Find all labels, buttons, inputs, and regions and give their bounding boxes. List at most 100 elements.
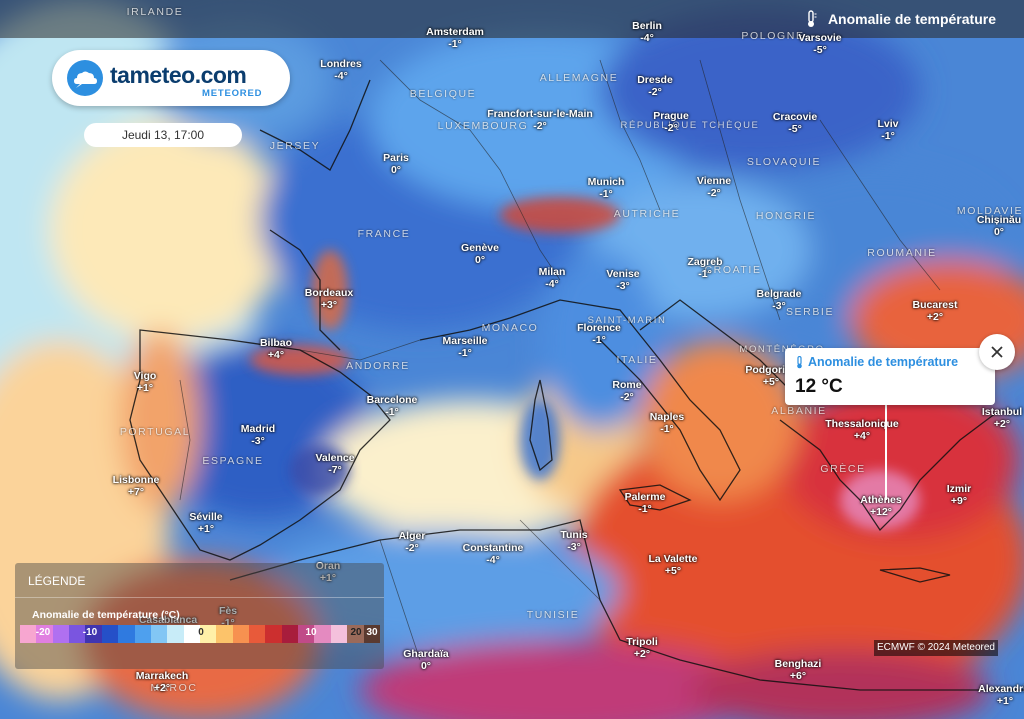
city-value: +3° (320, 299, 338, 311)
country-maroc: MAROC (150, 682, 198, 694)
city-name: Genève (461, 242, 499, 254)
city-value: +12° (869, 506, 892, 518)
city-venise[interactable]: Venise -3° (606, 268, 639, 292)
logo-subtitle: METEORED (202, 88, 263, 99)
legend-panel[interactable]: LÉGENDE Anomalie de température (°C) -20… (15, 563, 384, 669)
city-naples[interactable]: Naples -1° (650, 411, 684, 435)
city-valence[interactable]: Valence -7° (315, 452, 354, 476)
city-value: +2° (633, 648, 651, 660)
city-value: +5° (762, 376, 780, 388)
city-dresde[interactable]: Dresde -2° (637, 74, 673, 98)
legend-color-segment (167, 625, 184, 643)
city-zagreb[interactable]: Zagreb -1° (687, 256, 722, 280)
city-florence[interactable]: Florence -1° (577, 322, 621, 346)
city-thessalonique[interactable]: Thessalonique +4° (825, 418, 899, 442)
city-value: +2° (153, 682, 171, 694)
city-vienne[interactable]: Vienne -2° (697, 175, 731, 199)
city-value: -5° (813, 44, 827, 56)
city-marseille[interactable]: Marseille -1° (443, 335, 488, 359)
city-palerme[interactable]: Palerme -1° (625, 491, 666, 515)
city-benghazi[interactable]: Benghazi +6° (775, 658, 822, 682)
city-casablanca[interactable]: Casablanca (139, 614, 197, 626)
city-athenes[interactable]: Athènes +12° (860, 494, 901, 518)
legend-color-segment (265, 625, 282, 643)
country-portugal: PORTUGAL (119, 426, 191, 438)
city-rome[interactable]: Rome -2° (612, 379, 641, 403)
city-name: Milan (538, 266, 566, 278)
city-oran[interactable]: Oran +1° (316, 560, 341, 584)
legend-color-segment (298, 625, 315, 643)
city-name: Tunis (560, 529, 588, 541)
city-tunis[interactable]: Tunis -3° (560, 529, 587, 553)
city-londres[interactable]: Londres -4° (320, 58, 361, 82)
city-name: Florence (577, 322, 621, 334)
city-value: -1° (881, 130, 895, 142)
city-value: +5° (664, 565, 682, 577)
city-belgrade[interactable]: Belgrade -3° (757, 288, 802, 312)
city-seville[interactable]: Séville +1° (189, 511, 222, 535)
city-chisinau[interactable]: Chișinău 0° (977, 214, 1021, 238)
city-name: Zagreb (687, 256, 723, 268)
legend-color-segment (216, 625, 233, 643)
city-istanbul[interactable]: Istanbul +2° (982, 406, 1022, 430)
city-alexandrie[interactable]: Alexandrie+1° (978, 683, 1024, 707)
city-paris[interactable]: Paris 0° (383, 152, 409, 176)
city-value: 0° (420, 660, 432, 672)
popup-title-text: Anomalie de température (808, 355, 959, 369)
city-value: -7° (328, 464, 342, 476)
city-value: -1° (698, 268, 712, 280)
city-vigo[interactable]: Vigo +1° (134, 370, 157, 394)
legend-color-segment (36, 625, 53, 643)
city-value: -2° (664, 122, 678, 134)
city-name: Venise (606, 268, 640, 280)
country-pologne: POLOGNE (741, 30, 805, 42)
city-bilbao[interactable]: Bilbao +4° (260, 337, 292, 361)
city-tripoli[interactable]: Tripoli +2° (626, 636, 658, 660)
city-value: +2° (993, 418, 1011, 430)
city-cracovie[interactable]: Cracovie -5° (773, 111, 817, 135)
country-allemagne: ALLEMAGNE (539, 72, 619, 84)
city-lisbonne[interactable]: Lisbonne +7° (113, 474, 160, 498)
city-marrakech[interactable]: Marrakech +2° (136, 670, 189, 694)
city-value: +7° (127, 486, 145, 498)
city-amsterdam[interactable]: Amsterdam -1° (426, 26, 484, 50)
city-constantine[interactable]: Constantine -4° (463, 542, 524, 566)
city-la-valette[interactable]: La Valette +5° (648, 553, 697, 577)
city-munich[interactable]: Munich -1° (588, 176, 625, 200)
city-berlin[interactable]: Berlin -4° (632, 20, 662, 44)
city-name: Munich (587, 176, 625, 188)
city-madrid[interactable]: Madrid -3° (241, 423, 275, 447)
city-bordeaux[interactable]: Bordeaux +3° (305, 287, 353, 311)
city-prague[interactable]: Prague -2° (653, 110, 689, 134)
city-value: 0° (474, 254, 486, 266)
country-roumanie: ROUMANIE (867, 247, 937, 259)
city-value: -1° (385, 406, 399, 418)
city-name: Constantine (462, 542, 524, 554)
city-geneve[interactable]: Genève 0° (461, 242, 499, 266)
city-francfort[interactable]: Francfort-sur-le-Main -2° (487, 108, 593, 132)
city-milan[interactable]: Milan -4° (539, 266, 566, 290)
popup-value: 12 °C (795, 376, 843, 397)
country-jersey: JERSEY (269, 140, 321, 152)
city-bucarest[interactable]: Bucarest +2° (913, 299, 958, 323)
city-value: -1° (592, 334, 606, 346)
city-lviv[interactable]: Lviv -1° (877, 118, 898, 142)
legend-color-segment (101, 625, 119, 643)
city-varsovie[interactable]: Varsovie -5° (798, 32, 841, 56)
city-ghardaia[interactable]: Ghardaïa 0° (403, 648, 449, 672)
city-value: +1° (197, 523, 215, 535)
city-barcelone[interactable]: Barcelone -1° (367, 394, 418, 418)
city-alger[interactable]: Alger -2° (399, 530, 426, 554)
close-popup-button[interactable] (979, 334, 1015, 370)
country-belgique: BELGIQUE (409, 88, 477, 100)
layer-title[interactable]: Anomalie de température (804, 10, 996, 28)
logo-card[interactable]: tameteo.com METEORED (52, 50, 290, 106)
city-izmir[interactable]: Izmir +9° (947, 483, 972, 507)
date-time-label[interactable]: Jeudi 13, 17:00 (84, 123, 242, 147)
city-podgorica[interactable]: Podgorica +5° (745, 364, 796, 388)
legend-tick: 30 (366, 627, 378, 638)
city-name: Dresde (637, 74, 673, 86)
city-name: Marrakech (135, 670, 189, 682)
legend-color-segment (363, 625, 380, 643)
